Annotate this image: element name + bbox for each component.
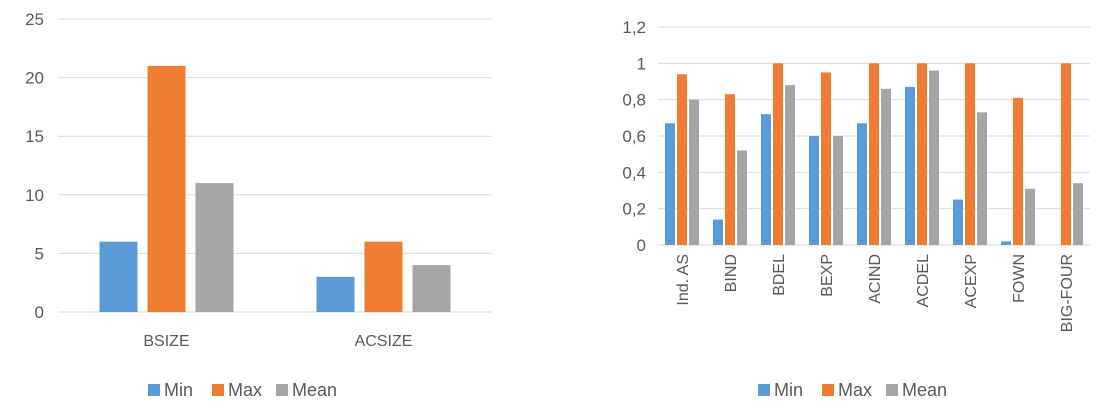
bar-min-bexp: [809, 136, 819, 245]
category-label: BEXP: [819, 254, 836, 297]
bar-min-acind: [857, 123, 867, 245]
y-tick-label: 20: [25, 69, 44, 88]
bar-min-ind-as: [665, 123, 675, 245]
bar-min-acsize: [316, 276, 355, 312]
y-tick-label: 25: [25, 10, 44, 29]
bar-min-bdel: [761, 114, 771, 245]
bar-max-bsize: [147, 65, 186, 312]
bar-max-acind: [869, 63, 879, 246]
category-label: ACDEL: [915, 254, 932, 307]
legend-swatch-mean: [886, 384, 898, 396]
legend-label-mean: Mean: [292, 380, 337, 400]
bar-mean-bexp: [833, 136, 843, 245]
category-label: BDEL: [771, 254, 788, 296]
legend-label-max: Max: [838, 380, 872, 400]
legend-label-max: Max: [228, 380, 262, 400]
legend-swatch-mean: [276, 384, 288, 396]
bar-mean-bind: [737, 150, 747, 245]
y-tick-label: 0,2: [622, 200, 646, 219]
bar-max-fown: [1013, 97, 1023, 245]
category-label: BIND: [723, 254, 740, 292]
bar-mean-fown: [1025, 188, 1035, 245]
y-tick-label: 0,8: [622, 91, 646, 110]
bar-mean-acsize: [412, 265, 451, 312]
bar-min-acdel: [905, 86, 915, 245]
category-label: FOWN: [1011, 254, 1028, 303]
legend-label-min: Min: [164, 380, 193, 400]
bar-mean-acexp: [977, 112, 987, 245]
chart-size: 0 5 10 15 20 25 BSIZE ACSIZE Min Max Mean: [25, 10, 492, 400]
y-tick-label: 5: [35, 244, 44, 263]
legend-label-mean: Mean: [902, 380, 947, 400]
bar-min-bind: [713, 219, 723, 245]
bar-max-bexp: [821, 72, 831, 246]
legend-swatch-min: [148, 384, 160, 396]
bar-max-big-four: [1061, 63, 1071, 246]
bar-max-acdel: [917, 63, 927, 246]
y-tick-label: 15: [25, 127, 44, 146]
y-tick-label: 1: [637, 54, 646, 73]
bar-min-fown: [1001, 241, 1011, 245]
y-tick-label: 0,4: [622, 163, 646, 182]
y-tick-label: 0,6: [622, 127, 646, 146]
category-label: BIG-FOUR: [1059, 254, 1076, 332]
y-tick-label: 0: [35, 303, 44, 322]
y-tick-label: 10: [25, 186, 44, 205]
legend-swatch-min: [758, 384, 770, 396]
chart-governance: 0 0,2 0,4 0,6 0,8 1 1,2 Ind. AS BIND BDEL BEXP ACIN…: [622, 18, 1090, 400]
bar-mean-ind-as: [689, 99, 699, 246]
bar-min-acexp: [953, 199, 963, 245]
bar-mean-bsize: [195, 183, 234, 312]
category-label: Ind. AS: [675, 254, 692, 306]
bar-mean-bdel: [785, 85, 795, 245]
category-label: ACSIZE: [355, 333, 413, 350]
bar-mean-big-four: [1073, 183, 1083, 245]
bar-mean-acind: [881, 88, 891, 246]
legend-swatch-max: [212, 384, 224, 396]
legend-swatch-max: [822, 384, 834, 396]
bar-max-bdel: [773, 63, 783, 246]
bar-mean-acdel: [929, 70, 939, 245]
category-label: ACEXP: [963, 254, 980, 308]
category-label: ACIND: [867, 254, 884, 304]
bar-max-ind-as: [677, 74, 687, 245]
bar-min-bsize: [99, 241, 138, 312]
legend-label-min: Min: [774, 380, 803, 400]
bar-max-bind: [725, 94, 735, 245]
bar-max-acsize: [364, 241, 403, 312]
y-tick-label: 0: [637, 236, 646, 255]
category-label: BSIZE: [143, 333, 189, 350]
bar-max-acexp: [965, 63, 975, 246]
y-tick-label: 1,2: [622, 18, 646, 37]
